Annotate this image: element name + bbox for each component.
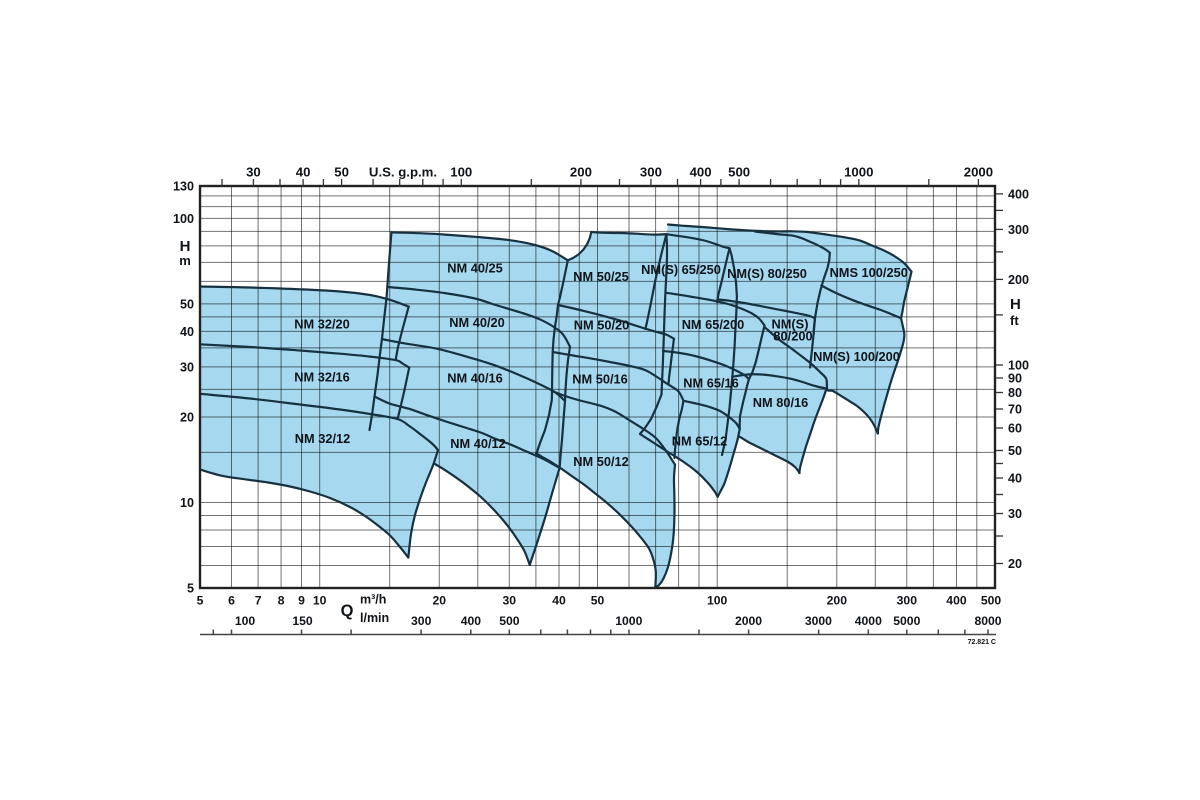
svg-text:100: 100 <box>1008 359 1029 373</box>
svg-text:300: 300 <box>1008 223 1029 237</box>
svg-text:NM 50/20: NM 50/20 <box>574 318 629 333</box>
svg-text:NM 65/16: NM 65/16 <box>683 376 738 391</box>
svg-text:30: 30 <box>180 361 194 375</box>
svg-text:60: 60 <box>1008 422 1022 436</box>
svg-text:7: 7 <box>255 594 262 608</box>
svg-text:40: 40 <box>180 325 194 339</box>
svg-text:9: 9 <box>298 594 305 608</box>
svg-text:30: 30 <box>1008 507 1022 521</box>
svg-text:ft: ft <box>1010 313 1019 328</box>
svg-text:NM 40/20: NM 40/20 <box>449 315 504 330</box>
svg-text:U.S. g.p.m.: U.S. g.p.m. <box>369 165 437 180</box>
svg-text:80/200: 80/200 <box>773 329 812 344</box>
svg-text:100: 100 <box>235 614 256 628</box>
svg-text:30: 30 <box>503 594 517 608</box>
svg-text:NM 40/16: NM 40/16 <box>447 371 502 386</box>
svg-text:NM 50/25: NM 50/25 <box>573 269 628 284</box>
svg-text:72.821 C: 72.821 C <box>968 639 996 646</box>
svg-text:NM(S): NM(S) <box>772 317 809 332</box>
svg-text:8000: 8000 <box>974 614 1001 628</box>
svg-text:200: 200 <box>1008 273 1029 287</box>
svg-text:NM 40/12: NM 40/12 <box>450 436 505 451</box>
svg-text:NM 80/16: NM 80/16 <box>753 395 808 410</box>
svg-text:2000: 2000 <box>964 165 993 180</box>
svg-text:NM 50/16: NM 50/16 <box>572 372 627 387</box>
svg-text:400: 400 <box>461 614 482 628</box>
svg-text:200: 200 <box>827 594 848 608</box>
svg-text:Q: Q <box>341 602 354 620</box>
svg-text:80: 80 <box>1008 386 1022 400</box>
svg-text:20: 20 <box>180 411 194 425</box>
svg-text:NM(S) 65/250: NM(S) 65/250 <box>641 262 721 277</box>
svg-text:400: 400 <box>946 594 967 608</box>
svg-text:20: 20 <box>433 594 447 608</box>
svg-text:1000: 1000 <box>615 614 642 628</box>
svg-text:1000: 1000 <box>844 165 873 180</box>
svg-text:500: 500 <box>728 165 750 180</box>
svg-text:50: 50 <box>180 298 194 312</box>
svg-text:NM 50/12: NM 50/12 <box>573 454 628 469</box>
svg-text:500: 500 <box>499 614 520 628</box>
svg-text:NM(S) 100/200: NM(S) 100/200 <box>813 349 900 364</box>
svg-text:8: 8 <box>278 594 285 608</box>
svg-text:20: 20 <box>1008 557 1022 571</box>
svg-text:300: 300 <box>411 614 432 628</box>
svg-text:5000: 5000 <box>893 614 920 628</box>
svg-text:40: 40 <box>552 594 566 608</box>
svg-text:40: 40 <box>296 165 311 180</box>
svg-text:70: 70 <box>1008 403 1022 417</box>
svg-text:200: 200 <box>570 165 592 180</box>
svg-text:3000: 3000 <box>805 614 832 628</box>
svg-text:NM(S) 80/250: NM(S) 80/250 <box>727 266 807 281</box>
svg-text:50: 50 <box>591 594 605 608</box>
svg-text:50: 50 <box>1008 444 1022 458</box>
svg-text:30: 30 <box>246 165 261 180</box>
svg-text:130: 130 <box>173 180 194 194</box>
svg-text:100: 100 <box>707 594 728 608</box>
svg-text:300: 300 <box>897 594 918 608</box>
svg-text:4000: 4000 <box>855 614 882 628</box>
svg-text:300: 300 <box>640 165 662 180</box>
svg-text:NM 65/12: NM 65/12 <box>672 434 727 449</box>
svg-text:NM 32/16: NM 32/16 <box>294 370 349 385</box>
svg-text:40: 40 <box>1008 472 1022 486</box>
svg-text:100: 100 <box>173 212 194 226</box>
svg-text:2000: 2000 <box>735 614 762 628</box>
svg-text:10: 10 <box>180 496 194 510</box>
svg-text:NM 65/200: NM 65/200 <box>682 317 745 332</box>
svg-text:H: H <box>180 238 191 255</box>
svg-text:90: 90 <box>1008 372 1022 386</box>
svg-text:NM 32/12: NM 32/12 <box>295 431 350 446</box>
svg-text:6: 6 <box>228 594 235 608</box>
svg-text:400: 400 <box>1008 188 1029 202</box>
svg-text:NM 40/25: NM 40/25 <box>447 261 502 276</box>
svg-text:H: H <box>1010 296 1021 313</box>
svg-text:NM 32/20: NM 32/20 <box>294 317 349 332</box>
svg-text:m³/h: m³/h <box>360 593 386 607</box>
svg-text:50: 50 <box>334 165 349 180</box>
svg-text:150: 150 <box>292 614 313 628</box>
svg-text:100: 100 <box>450 165 472 180</box>
svg-text:m: m <box>179 253 191 268</box>
svg-text:500: 500 <box>981 594 1002 608</box>
svg-text:NMS 100/250: NMS 100/250 <box>830 265 908 280</box>
svg-text:10: 10 <box>313 594 327 608</box>
svg-text:5: 5 <box>187 582 194 596</box>
svg-text:l/min: l/min <box>360 611 389 625</box>
svg-text:400: 400 <box>690 165 712 180</box>
svg-text:5: 5 <box>197 594 204 608</box>
